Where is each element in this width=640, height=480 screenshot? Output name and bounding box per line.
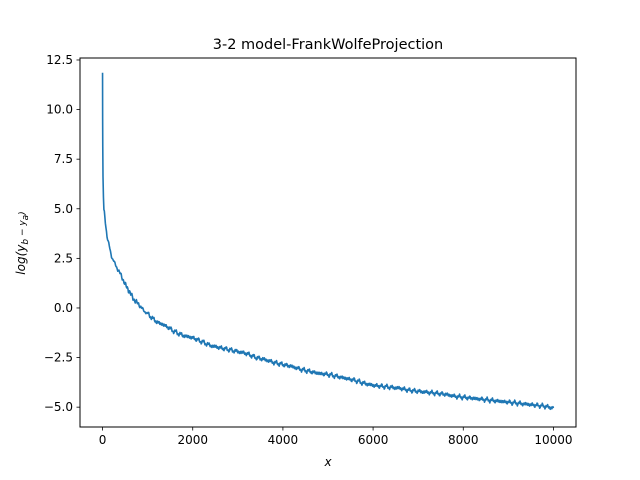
x-tick-label: 6000 [358,433,389,447]
y-tick-label: 0.0 [54,301,73,315]
x-tick-label: 0 [99,433,107,447]
y-tick-label: 2.5 [54,251,73,265]
x-tick-label: 4000 [268,433,299,447]
x-tick-label: 2000 [177,433,208,447]
y-tick-label: −2.5 [44,351,73,365]
y-tick-label: 12.5 [46,53,73,67]
y-axis-label: log(yb − ya) [14,211,31,274]
plot-area [101,72,555,411]
x-tick-label: 8000 [448,433,479,447]
y-tick-label: 5.0 [54,202,73,216]
x-axis-label: x [323,455,332,469]
y-tick-label: −5.0 [44,400,73,414]
axes-frame [79,57,577,428]
y-axis: −5.0 −2.5 0.0 2.5 5.0 7.5 10.0 12.5 [44,53,80,414]
x-axis: 0 2000 4000 6000 8000 10000 [99,427,573,447]
y-tick-label: 10.0 [46,103,73,117]
chart-title: 3-2 model-FrankWolfeProjection [213,37,444,53]
y-tick-label: 7.5 [54,152,73,166]
series-line [101,72,555,411]
x-tick-label: 10000 [534,433,572,447]
